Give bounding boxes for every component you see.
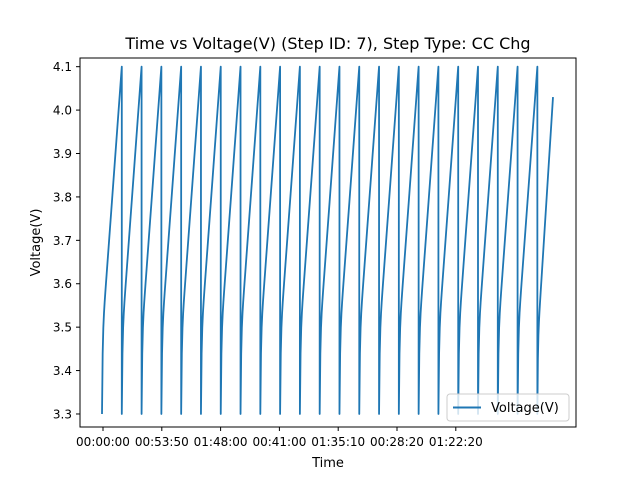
y-tick-label: 3.6 bbox=[53, 277, 72, 291]
y-tick-label: 4.0 bbox=[53, 104, 72, 118]
x-tick-label: 00:53:50 bbox=[135, 435, 189, 449]
y-tick-label: 3.9 bbox=[53, 147, 72, 161]
x-tick-label: 00:41:00 bbox=[252, 435, 306, 449]
y-axis-ticks: 3.3 3.4 3.5 3.6 3.7 3.8 3.9 4.0 4.1 bbox=[53, 60, 80, 421]
y-tick-label: 3.8 bbox=[53, 190, 72, 204]
x-axis-ticks: 00:00:00 00:53:50 01:48:00 00:41:00 01:35:10… bbox=[76, 427, 483, 449]
chart-title: Time vs Voltage(V) (Step ID: 7), Step Ty… bbox=[124, 34, 530, 53]
x-tick-label: 01:48:00 bbox=[194, 435, 248, 449]
plot-area bbox=[79, 57, 577, 428]
y-axis-label: Voltage(V) bbox=[29, 209, 44, 277]
legend: Voltage(V) bbox=[446, 393, 570, 422]
series-layer bbox=[101, 65, 554, 415]
y-tick-label: 3.5 bbox=[53, 321, 72, 335]
legend-box bbox=[446, 393, 570, 422]
plot-frame bbox=[79, 57, 577, 428]
y-tick-label: 3.3 bbox=[53, 407, 72, 421]
y-tick-label: 3.7 bbox=[53, 234, 72, 248]
x-tick-label: 00:00:00 bbox=[76, 435, 130, 449]
x-tick-label: 01:22:20 bbox=[429, 435, 483, 449]
x-tick-label: 00:28:20 bbox=[370, 435, 424, 449]
legend-label-voltage: Voltage(V) bbox=[491, 401, 559, 416]
x-axis-label: Time bbox=[311, 456, 344, 471]
x-tick-label: 01:35:10 bbox=[311, 435, 365, 449]
y-tick-label: 4.1 bbox=[53, 60, 72, 74]
series-line-voltage bbox=[101, 65, 554, 415]
y-tick-label: 3.4 bbox=[53, 364, 72, 378]
